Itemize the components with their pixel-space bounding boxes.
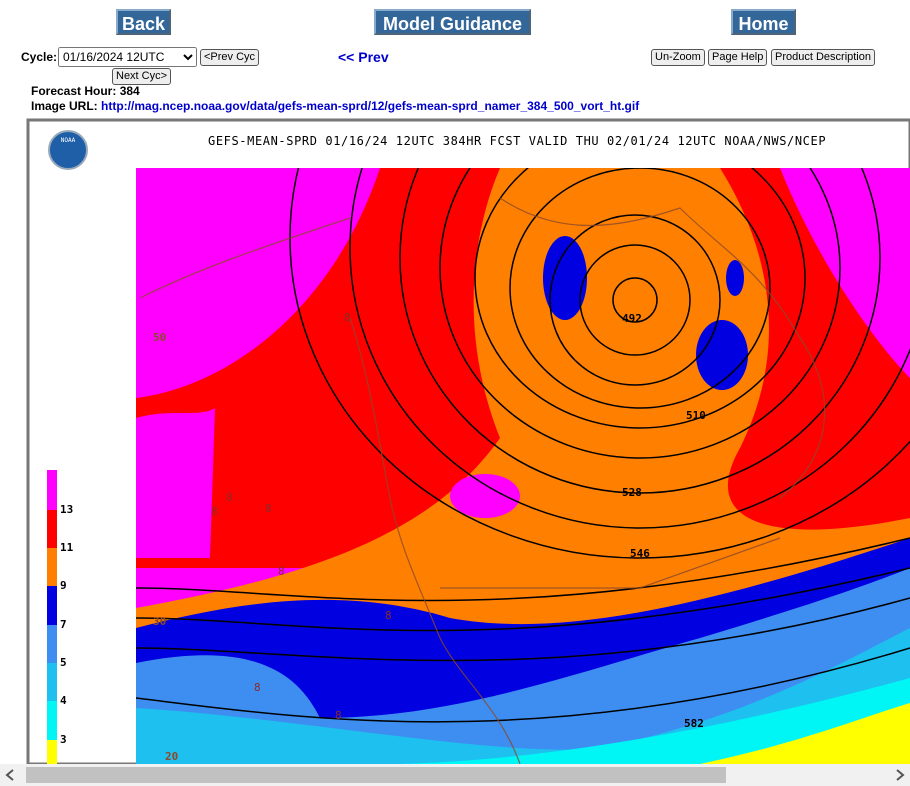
image-url-row: Image URL: http://mag.ncep.noaa.gov/data… xyxy=(31,99,639,113)
forecast-hour-label: Forecast Hour: 384 xyxy=(31,84,140,98)
contour-label: 30 xyxy=(153,615,166,628)
legend-label: 13 xyxy=(60,503,73,516)
contour-label: 492 xyxy=(622,312,642,325)
legend-label: 9 xyxy=(60,579,67,592)
page-help-button[interactable]: Page Help xyxy=(708,49,768,66)
label: Forecast Hour: xyxy=(31,84,117,98)
spread-label: 8 xyxy=(344,311,351,324)
contour-label: 528 xyxy=(622,486,642,499)
spread-label: 8 xyxy=(211,505,218,518)
spread-label: 8 xyxy=(278,565,285,578)
product-description-button[interactable]: Product Description xyxy=(771,49,875,66)
legend-label: 7 xyxy=(60,618,67,631)
forecast-hour: 384 xyxy=(119,84,140,98)
scroll-right-arrow[interactable] xyxy=(894,769,906,781)
prev-link[interactable]: << Prev xyxy=(338,49,389,65)
cycle-label: Cycle: xyxy=(21,50,58,64)
spread-label: 8 xyxy=(335,709,342,722)
forecast-map: NOAA GEFS-MEAN-SPRD 01/16/24 12UTC 384HR… xyxy=(26,118,910,764)
back-button[interactable]: Back xyxy=(116,9,171,35)
contour-label: 50 xyxy=(153,331,166,344)
legend-label: 11 xyxy=(60,541,74,554)
scrollbar-thumb[interactable] xyxy=(26,767,726,783)
noaa-logo xyxy=(48,130,88,170)
contour-label: 582 xyxy=(684,717,704,730)
image-url-link[interactable]: http://mag.ncep.noaa.gov/data/gefs-mean-… xyxy=(101,99,640,113)
plot-area xyxy=(136,168,910,764)
contour-label: 510 xyxy=(686,409,706,422)
scroll-left-arrow[interactable] xyxy=(4,769,16,781)
model-guidance-button[interactable]: Model Guidance xyxy=(374,9,531,35)
legend-label: 3 xyxy=(60,733,67,746)
map-title: GEFS-MEAN-SPRD 01/16/24 12UTC 384HR FCST… xyxy=(208,134,826,148)
spread-label: 8 xyxy=(226,491,233,504)
home-button[interactable]: Home xyxy=(731,9,796,35)
legend-label: 5 xyxy=(60,656,67,669)
logo-text: NOAA xyxy=(61,137,76,144)
legend-labels: 13 11 9 7 5 4 3 xyxy=(60,503,74,746)
spread-label: 8 xyxy=(265,502,272,515)
horizontal-scrollbar[interactable] xyxy=(0,764,910,786)
prev-cycle-button[interactable]: <Prev Cyc xyxy=(200,49,260,66)
next-cycle-button[interactable]: Next Cyc> xyxy=(112,68,172,85)
label: Image URL: xyxy=(31,99,98,113)
contour-label: 546 xyxy=(630,547,650,560)
cycle-select[interactable]: 01/16/2024 12UTC xyxy=(58,47,197,67)
contour-label: 20 xyxy=(165,750,178,763)
contour-labels: 492 510 528 546 582 50 30 20 xyxy=(153,312,706,763)
spread-label: 8 xyxy=(385,609,392,622)
spread-label: 8 xyxy=(254,681,261,694)
unzoom-button[interactable]: Un-Zoom xyxy=(651,49,705,66)
colorbar xyxy=(47,470,57,764)
legend-label: 4 xyxy=(60,694,67,707)
